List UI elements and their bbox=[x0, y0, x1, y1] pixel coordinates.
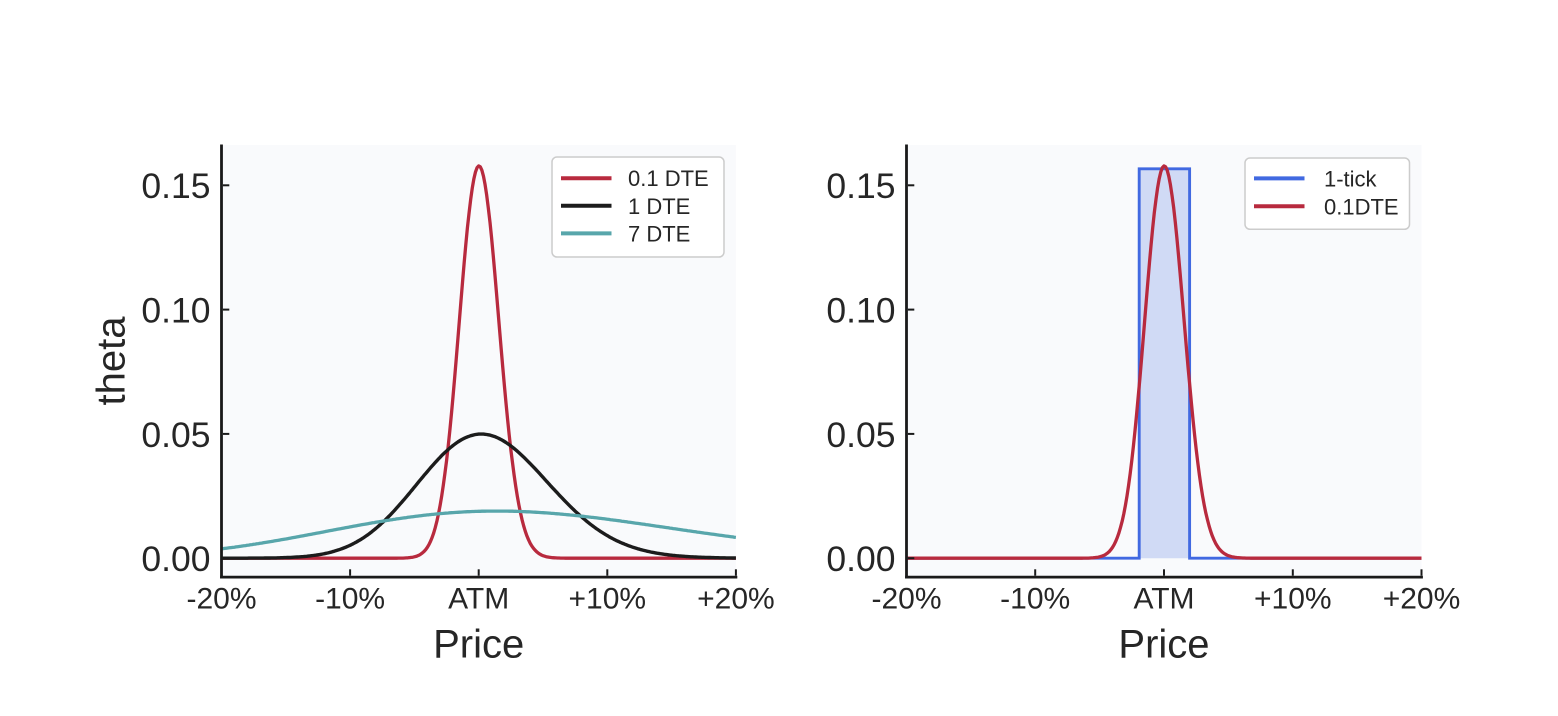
svg-text:0.00: 0.00 bbox=[826, 539, 895, 579]
svg-text:ATM: ATM bbox=[448, 583, 509, 616]
svg-text:+10%: +10% bbox=[1254, 583, 1332, 616]
svg-text:-20%: -20% bbox=[871, 583, 941, 616]
svg-text:Price: Price bbox=[433, 623, 524, 667]
svg-text:-20%: -20% bbox=[186, 583, 256, 616]
svg-text:ATM: ATM bbox=[1133, 583, 1194, 616]
svg-text:+10%: +10% bbox=[569, 583, 647, 616]
svg-text:0.05: 0.05 bbox=[826, 415, 895, 455]
svg-text:0.1DTE: 0.1DTE bbox=[1324, 194, 1399, 219]
svg-text:0.00: 0.00 bbox=[141, 539, 210, 579]
svg-text:theta: theta bbox=[90, 316, 134, 406]
svg-text:7 DTE: 7 DTE bbox=[628, 221, 690, 246]
svg-text:0.1 DTE: 0.1 DTE bbox=[628, 166, 709, 191]
svg-text:+20%: +20% bbox=[1383, 583, 1461, 616]
svg-text:1-tick: 1-tick bbox=[1324, 166, 1378, 191]
svg-text:0.15: 0.15 bbox=[141, 166, 210, 206]
svg-text:0.05: 0.05 bbox=[141, 415, 210, 455]
svg-text:-10%: -10% bbox=[315, 583, 385, 616]
svg-text:Price: Price bbox=[1118, 623, 1209, 667]
svg-text:1 DTE: 1 DTE bbox=[628, 194, 690, 219]
svg-text:0.10: 0.10 bbox=[826, 291, 895, 331]
svg-text:-10%: -10% bbox=[1000, 583, 1070, 616]
svg-text:0.15: 0.15 bbox=[826, 166, 895, 206]
svg-text:0.10: 0.10 bbox=[141, 291, 210, 331]
svg-text:+20%: +20% bbox=[697, 583, 775, 616]
